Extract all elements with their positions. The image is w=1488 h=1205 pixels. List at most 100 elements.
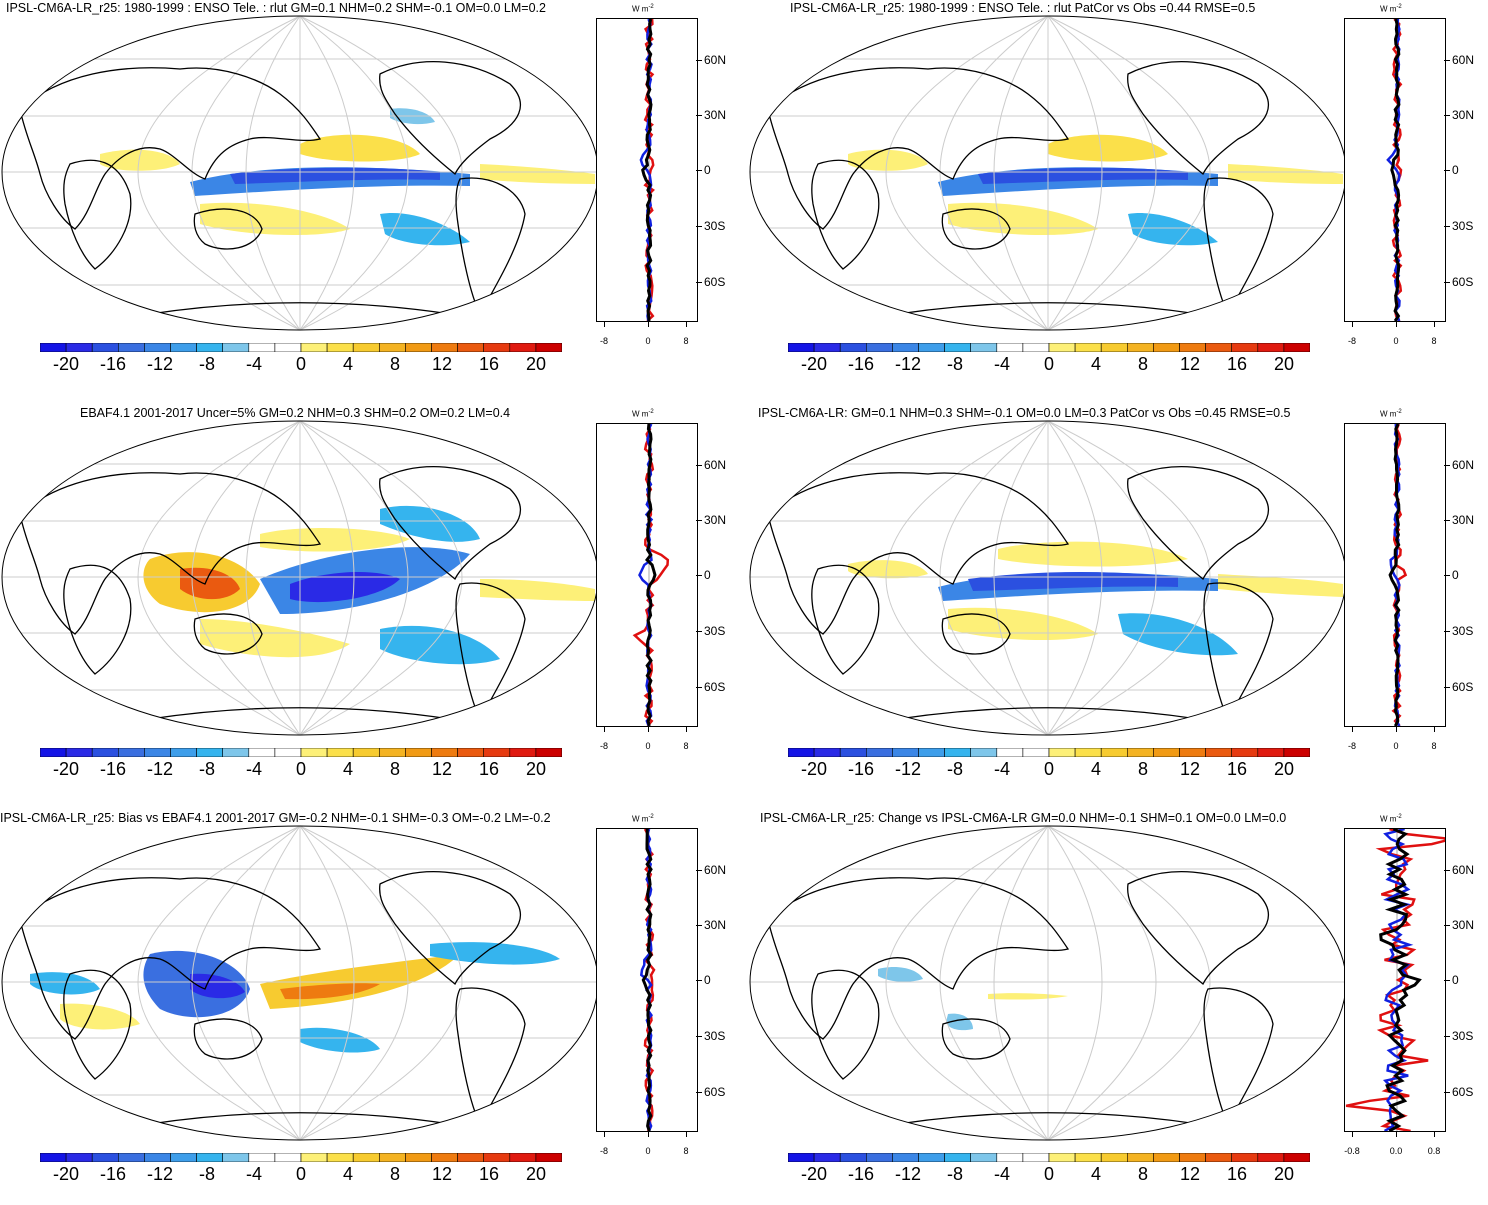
unit-text: W m — [1380, 4, 1397, 14]
coastline — [941, 1018, 1011, 1060]
colorbar-tick-label: -8 — [946, 759, 964, 779]
anomaly-region — [1128, 213, 1218, 246]
colorbar-segment — [274, 342, 302, 353]
coastline — [19, 67, 322, 230]
panel-title: EBAF4.1 2001-2017 Uncer=5% GM=0.2 NHM=0.… — [80, 406, 511, 420]
robinson-map — [749, 825, 1347, 1141]
colorbar-segment — [1179, 342, 1206, 353]
zonal-x-tick — [604, 321, 605, 327]
colorbar-segment — [1257, 342, 1285, 353]
coastline — [941, 208, 1011, 250]
colorbar-segment — [1257, 747, 1285, 758]
zonal-x-tick — [1434, 726, 1435, 732]
colorbar-tick-label: -12 — [146, 1164, 174, 1184]
unit-exponent: -2 — [1396, 4, 1402, 10]
latitude-tick — [696, 60, 702, 61]
colorbar-segment — [65, 1152, 93, 1163]
zonal-x-tick — [1434, 1131, 1435, 1137]
colorbar-tick-label: 20 — [1273, 759, 1295, 779]
coastline — [811, 564, 880, 675]
colorbar-segment — [813, 342, 841, 353]
colorbar-segment — [39, 1152, 67, 1163]
coastline — [941, 613, 1011, 655]
colorbar-segment — [1074, 342, 1102, 353]
latitude-tick-label: 30S — [1452, 1029, 1474, 1043]
zonal-x-tick — [1396, 1131, 1397, 1137]
latitude-tick-label: 60N — [1452, 458, 1475, 472]
latitude-tick — [696, 575, 702, 576]
colorbar-segment — [326, 747, 354, 758]
colorbar-tick-label: -4 — [245, 1164, 263, 1184]
zonal-x-tick-label: -0.8 — [1344, 1146, 1360, 1156]
colorbar-tick-label: -8 — [198, 354, 216, 374]
zonal-line-black — [641, 18, 653, 322]
colorbar-segment — [1283, 342, 1311, 353]
colorbar-tick-label: 16 — [478, 759, 500, 779]
colorbar-tick-label: 0 — [295, 354, 307, 374]
colorbar-tick-label: 4 — [1090, 759, 1102, 779]
colorbar-segment — [944, 342, 972, 353]
anomaly-region — [480, 579, 595, 601]
colorbar-segment — [866, 342, 893, 353]
zonal-x-tick — [648, 321, 649, 327]
map-panel: IPSL-CM6A-LR: GM=0.1 NHM=0.3 SHM=-0.1 OM… — [748, 405, 1488, 800]
colorbar-tick-label: 4 — [342, 1164, 354, 1184]
colorbar-tick-label: -4 — [245, 354, 263, 374]
latitude-tick — [1444, 870, 1450, 871]
map-panel: IPSL-CM6A-LR_r25: Bias vs EBAF4.1 2001-2… — [0, 810, 744, 1205]
colorbar-segment — [1022, 342, 1050, 353]
colorbar-segment — [300, 747, 328, 758]
colorbar-segment — [483, 342, 511, 353]
colorbar-tick-label: 20 — [525, 354, 547, 374]
anomaly-region — [300, 134, 420, 162]
colorbar-segment — [352, 747, 380, 758]
latitude-tick-label: 0 — [704, 163, 711, 177]
colorbar-segment — [352, 1152, 380, 1163]
latitude-tick-label: 60N — [704, 863, 727, 877]
latitude-tick-label: 0 — [704, 568, 711, 582]
colorbar-tick-label: 8 — [389, 759, 401, 779]
coastline — [1127, 466, 1269, 581]
zonal-unit-label: W m-2 — [632, 4, 654, 14]
colorbar-segment — [39, 747, 67, 758]
anomaly-region — [260, 527, 410, 552]
coastline — [767, 67, 1070, 230]
zonal-x-tick-label: 8 — [683, 741, 689, 751]
colorbar-tick-label: -16 — [99, 1164, 127, 1184]
colorbar-tick-label: 4 — [342, 759, 354, 779]
colorbar-segment — [118, 747, 145, 758]
latitude-tick-label: 30N — [704, 108, 727, 122]
latitude-tick — [1444, 980, 1450, 981]
latitude-tick — [1444, 575, 1450, 576]
anomaly-region — [380, 505, 480, 542]
zonal-x-tick — [1434, 321, 1435, 327]
colorbar-tick-label: -8 — [946, 1164, 964, 1184]
unit-text: W m — [632, 814, 649, 824]
colorbar-segment — [170, 342, 197, 353]
latitude-tick — [1444, 60, 1450, 61]
colorbar-tick-label: -12 — [146, 759, 174, 779]
colorbar-segment — [483, 747, 511, 758]
panel-title: IPSL-CM6A-LR: GM=0.1 NHM=0.3 SHM=-0.1 OM… — [758, 406, 1291, 420]
colorbar-tick-label: -4 — [993, 354, 1011, 374]
anomaly-region — [998, 541, 1188, 567]
zonal-x-tick — [604, 1131, 605, 1137]
latitude-tick-label: 60S — [704, 275, 726, 289]
anomaly-region — [190, 973, 245, 999]
colorbar-segment — [1153, 1152, 1180, 1163]
zonal-line-blue — [1382, 827, 1414, 1133]
colorbar-segment — [196, 342, 224, 353]
colorbar-segment — [431, 1152, 458, 1163]
robinson-map — [1, 825, 599, 1141]
colorbar-segment — [457, 1152, 485, 1163]
anomaly-region — [60, 1003, 140, 1030]
colorbar-tick-label: 12 — [431, 1164, 453, 1184]
zonal-x-tick-label: -8 — [599, 336, 609, 346]
colorbar-tick-label: -12 — [146, 354, 174, 374]
coastline — [379, 61, 521, 176]
latitude-tick — [696, 170, 702, 171]
colorbar-segment — [535, 342, 563, 353]
colorbar-segment — [892, 747, 919, 758]
colorbar-segment — [1126, 1152, 1154, 1163]
colorbar-segment — [892, 1152, 919, 1163]
